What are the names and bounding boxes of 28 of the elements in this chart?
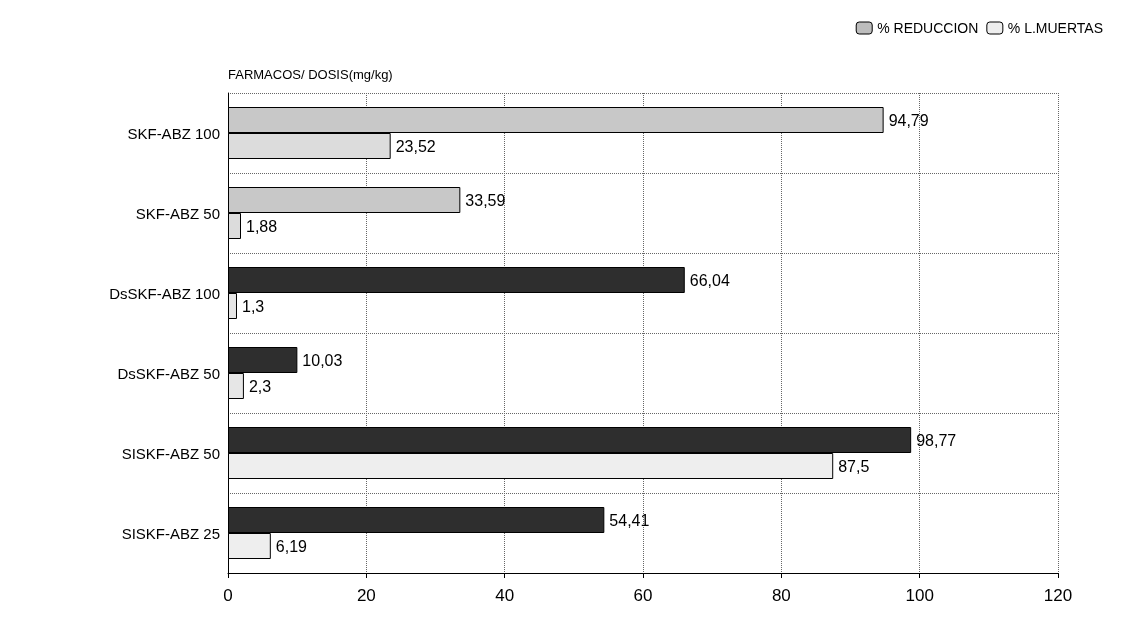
data-label: 66,04 bbox=[689, 271, 730, 289]
data-label: 23,52 bbox=[395, 137, 436, 155]
data-label: 87,5 bbox=[838, 457, 870, 475]
y-tick-label: SISKF-ABZ 50 bbox=[121, 444, 220, 462]
legend-label: % L.MUERTAS bbox=[1007, 20, 1103, 36]
x-tick-label: 120 bbox=[1043, 586, 1073, 605]
y-tick-label: DsSKF-ABZ 100 bbox=[109, 284, 220, 302]
data-label: 10,03 bbox=[302, 351, 343, 369]
x-tick-label: 80 bbox=[771, 586, 791, 605]
y-tick-label: DsSKF-ABZ 50 bbox=[117, 364, 220, 382]
data-label: 6,19 bbox=[275, 537, 308, 555]
data-label: 1,88 bbox=[246, 217, 278, 235]
x-tick-label: 40 bbox=[495, 586, 515, 605]
x-tick-label: 0 bbox=[223, 586, 233, 605]
x-tick-label: 60 bbox=[633, 586, 653, 605]
y-tick-label: SISKF-ABZ 25 bbox=[121, 524, 220, 542]
x-tick-label: 100 bbox=[905, 586, 934, 605]
data-label: 94,79 bbox=[888, 111, 929, 129]
y-tick-label: SKF-ABZ 50 bbox=[135, 204, 220, 222]
data-label: 33,59 bbox=[465, 191, 506, 209]
data-label: 54,41 bbox=[609, 511, 650, 529]
x-tick-label: 20 bbox=[356, 586, 376, 605]
data-label: 1,3 bbox=[241, 297, 265, 315]
data-label: 98,77 bbox=[916, 431, 957, 449]
data-label: 2,3 bbox=[248, 377, 272, 395]
y-axis-title: FARMACOS/ DOSIS(mg/kg) bbox=[228, 67, 393, 82]
legend-label: % REDUCCION bbox=[877, 20, 979, 36]
y-tick-label: SKF-ABZ 100 bbox=[127, 124, 220, 142]
